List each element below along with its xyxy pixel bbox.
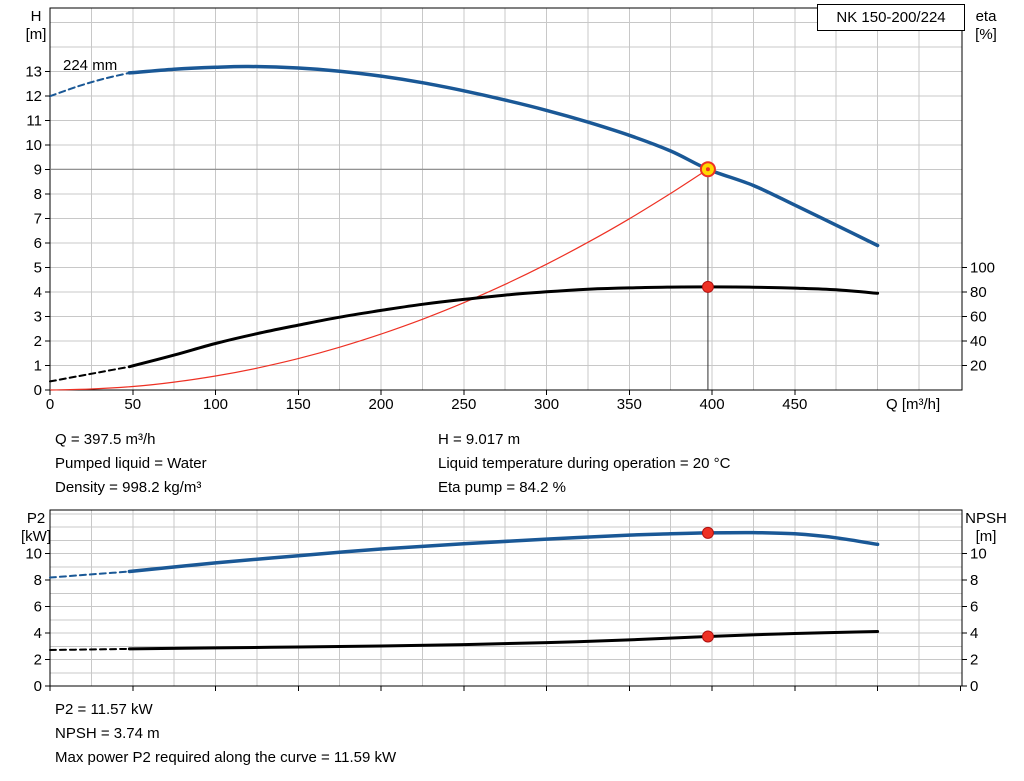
x-tick-label: 400 — [700, 396, 725, 413]
p2-curve-extrapolated — [49, 570, 131, 579]
y-right-tick-label: 2 — [970, 652, 978, 669]
y-left-tick-label: 10 — [25, 137, 42, 154]
y-right-tick-label: 60 — [970, 309, 987, 326]
impeller-diameter-label: 224 mm — [63, 57, 118, 74]
y-right-tick-label: 40 — [970, 333, 987, 350]
npsh-curve-extrapolated — [49, 647, 131, 651]
npsh-curve — [127, 630, 880, 651]
y-left-tick-label: 0 — [34, 382, 42, 399]
efficiency-curve — [127, 285, 880, 369]
x-tick-label: 300 — [534, 396, 559, 413]
y-left-tick-label: 6 — [34, 599, 42, 616]
npsh-value-text: NPSH = 3.74 m — [55, 725, 160, 742]
max-power-text: Max power P2 required along the curve = … — [55, 749, 397, 766]
y-right-tick-label: 10 — [970, 546, 987, 563]
x-tick-label: 350 — [617, 396, 642, 413]
duty-info-left-column: Q = 397.5 m³/h Pumped liquid = Water Den… — [55, 428, 207, 500]
x-tick-label: 50 — [124, 396, 141, 413]
y-left-tick-label: 4 — [34, 284, 42, 301]
x-tick-label: 200 — [369, 396, 394, 413]
y-left-axis-title: P2 — [27, 510, 45, 527]
y-left-tick-label: 3 — [34, 309, 42, 326]
pump-type-label: NK 150-200/224 — [817, 4, 965, 31]
y-left-tick-label: 9 — [34, 162, 42, 179]
y-right-tick-label: 6 — [970, 599, 978, 616]
y-left-axis-title: [m] — [26, 26, 47, 43]
y-right-tick-label: 80 — [970, 284, 987, 301]
pumped-liquid-text: Pumped liquid = Water — [55, 455, 207, 472]
y-left-tick-label: 5 — [34, 260, 42, 277]
eta-pump-text: Eta pump = 84.2 % — [438, 479, 566, 496]
npsh-point — [701, 630, 714, 643]
system-curve — [49, 168, 709, 391]
x-tick-label: 100 — [203, 396, 228, 413]
efficiency-point — [701, 280, 714, 293]
y-left-tick-label: 4 — [34, 625, 42, 642]
x-tick-label: 450 — [782, 396, 807, 413]
y-left-tick-label: 13 — [25, 64, 42, 81]
y-left-tick-label: 7 — [34, 211, 42, 228]
x-tick-label: 250 — [451, 396, 476, 413]
pump-curve — [127, 64, 880, 248]
y-left-tick-label: 1 — [34, 358, 42, 375]
duty-point-center — [705, 167, 710, 172]
y-left-tick-label: 12 — [25, 88, 42, 105]
y-left-tick-label: 6 — [34, 235, 42, 252]
y-right-tick-label: 4 — [970, 625, 978, 642]
liquid-temperature-text: Liquid temperature during operation = 20… — [438, 455, 731, 472]
y-right-axis-title: [m] — [976, 528, 997, 545]
y-left-tick-label: 11 — [26, 113, 42, 130]
p2-point — [701, 526, 714, 539]
y-left-tick-label: 2 — [34, 652, 42, 669]
x-tick-label: 0 — [46, 396, 54, 413]
efficiency-curve-extrapolated — [49, 365, 131, 383]
y-right-axis-title: [%] — [975, 26, 997, 43]
flow-value-text: Q = 397.5 m³/h — [55, 431, 156, 448]
y-left-tick-label: 8 — [34, 186, 42, 203]
x-axis-title: Q [m³/h] — [886, 396, 940, 413]
y-right-tick-label: 8 — [970, 572, 978, 589]
duty-info-right-column: H = 9.017 m Liquid temperature during op… — [438, 428, 730, 500]
power-npsh-info: P2 = 11.57 kW NPSH = 3.74 m Max power P2… — [55, 698, 396, 770]
p2-value-text: P2 = 11.57 kW — [55, 701, 153, 718]
plot-border — [49, 7, 963, 391]
y-left-tick-label: 8 — [34, 572, 42, 589]
p2-curve — [127, 530, 880, 574]
y-right-tick-label: 0 — [970, 678, 978, 695]
head-value-text: H = 9.017 m — [438, 431, 521, 448]
pump-curve-extrapolated — [49, 71, 131, 98]
y-left-axis-title: H — [31, 8, 42, 25]
y-right-axis-title: NPSH — [965, 510, 1007, 527]
y-left-tick-label: 10 — [25, 546, 42, 563]
density-text: Density = 998.2 kg/m³ — [55, 479, 202, 496]
plot-border — [49, 509, 963, 687]
x-tick-label: 150 — [286, 396, 311, 413]
y-right-tick-label: 100 — [970, 260, 995, 277]
y-left-tick-label: 2 — [34, 333, 42, 350]
y-left-axis-title: [kW] — [21, 528, 51, 545]
y-left-tick-label: 0 — [34, 678, 42, 695]
y-right-tick-label: 20 — [970, 358, 987, 375]
y-right-axis-title: eta — [976, 8, 998, 25]
